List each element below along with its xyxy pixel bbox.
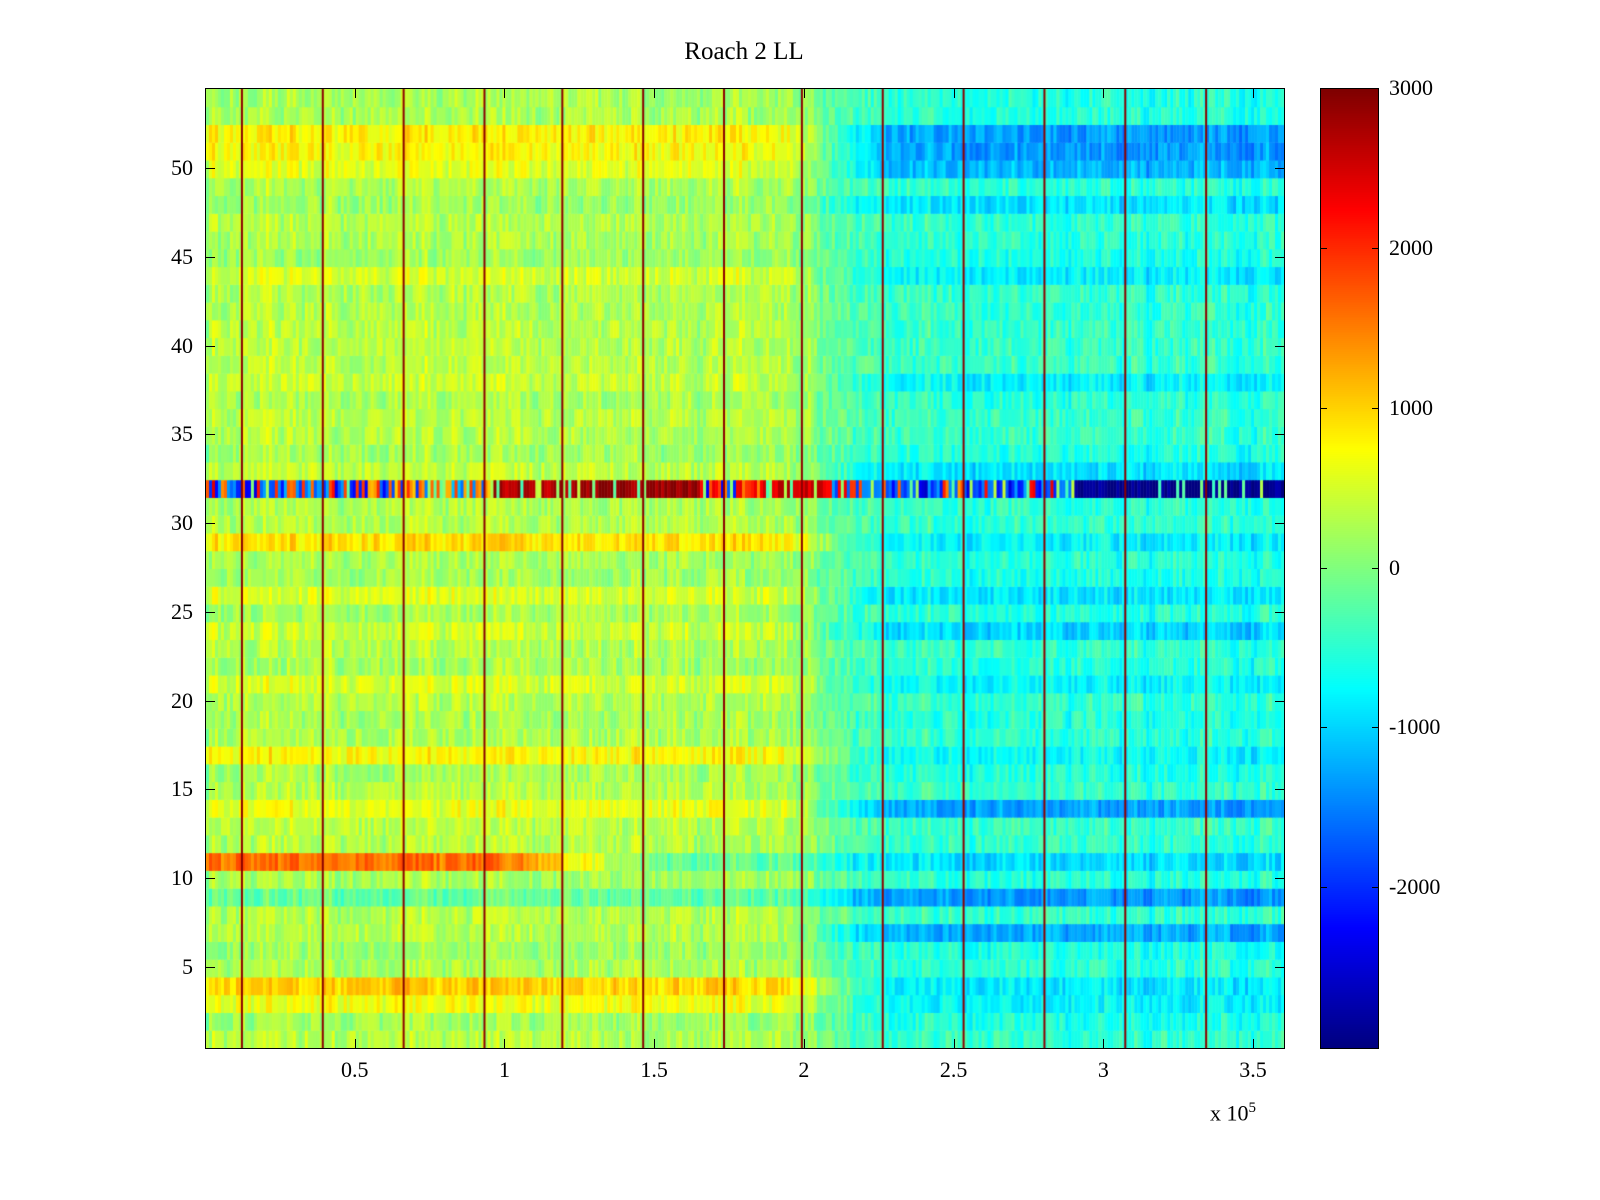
x-tick-mark	[803, 1039, 805, 1048]
y-tick-label: 5	[182, 954, 193, 980]
y-tick-mark	[206, 789, 215, 791]
x-tick-mark	[654, 89, 656, 98]
colorbar-tick-label: 0	[1389, 554, 1400, 580]
y-tick-mark	[1275, 434, 1284, 436]
x-tick-label: 1.5	[640, 1057, 668, 1082]
y-tick-mark	[206, 345, 215, 347]
colorbar-tick-mark	[1372, 407, 1378, 409]
x-tick-mark	[1103, 89, 1105, 98]
y-tick-label: 50	[171, 154, 193, 180]
y-tick-mark	[1275, 789, 1284, 791]
colorbar-tick-mark	[1372, 88, 1378, 89]
y-tick-label: 40	[171, 332, 193, 358]
colorbar-tick-mark	[1372, 727, 1378, 729]
x-tick-mark	[654, 1039, 656, 1048]
colorbar-tick-mark	[1372, 567, 1378, 569]
heatmap-plot	[205, 88, 1285, 1049]
y-tick-mark	[206, 167, 215, 169]
y-tick-mark	[1275, 523, 1284, 525]
x-tick-label: 3	[1097, 1057, 1109, 1082]
x-tick-mark	[953, 1039, 955, 1048]
colorbar-tick-mark	[1321, 887, 1327, 889]
heatmap-canvas	[206, 89, 1284, 1048]
x-tick-mark	[1253, 89, 1255, 98]
colorbar-tick-label: -2000	[1389, 874, 1441, 900]
y-tick-label: 25	[171, 598, 193, 624]
x-tick-mark	[803, 89, 805, 98]
colorbar-tick-mark	[1321, 567, 1327, 569]
x-tick-mark	[1253, 1039, 1255, 1048]
x-tick-label: 3.5	[1239, 1057, 1267, 1082]
y-tick-label: 10	[171, 865, 193, 891]
y-tick-mark	[1275, 167, 1284, 169]
x-axis-multiplier-base: x 10	[1210, 1100, 1249, 1126]
y-tick-mark	[206, 256, 215, 258]
x-tick-mark	[354, 1039, 356, 1048]
x-tick-label: 1	[498, 1057, 510, 1082]
x-axis-multiplier: x 105	[1210, 1100, 1256, 1126]
x-tick-mark	[504, 89, 506, 98]
y-tick-label: 20	[171, 687, 193, 713]
y-tick-mark	[206, 434, 215, 436]
colorbar-tick-mark	[1372, 887, 1378, 889]
colorbar-tick-mark	[1321, 407, 1327, 409]
colorbar	[1320, 88, 1379, 1049]
y-tick-mark	[1275, 700, 1284, 702]
x-tick-label: 0.5	[340, 1057, 369, 1082]
colorbar-tick-label: 2000	[1389, 234, 1433, 260]
y-tick-mark	[206, 523, 215, 525]
x-tick-mark	[504, 1039, 506, 1048]
chart-title: Roach 2 LL	[684, 38, 804, 65]
colorbar-tick-label: -1000	[1389, 714, 1441, 740]
y-tick-mark	[206, 878, 215, 880]
y-tick-mark	[1275, 878, 1284, 880]
y-tick-label: 35	[171, 421, 193, 447]
colorbar-tick-label: 3000	[1389, 75, 1433, 100]
x-axis-multiplier-exponent: 5	[1248, 1100, 1257, 1116]
x-tick-label: 2	[798, 1057, 810, 1082]
colorbar-tick-mark	[1372, 247, 1378, 249]
y-tick-mark	[206, 967, 215, 969]
colorbar-tick-mark	[1321, 88, 1327, 89]
x-tick-mark	[1103, 1039, 1105, 1048]
y-tick-mark	[206, 700, 215, 702]
y-tick-label: 30	[171, 510, 193, 536]
x-tick-mark	[953, 89, 955, 98]
y-tick-mark	[1275, 967, 1284, 969]
y-tick-mark	[206, 611, 215, 613]
colorbar-tick-mark	[1321, 247, 1327, 249]
colorbar-canvas	[1321, 89, 1378, 1048]
colorbar-tick-label: 1000	[1389, 394, 1433, 420]
x-tick-label: 2.5	[939, 1057, 968, 1082]
y-tick-mark	[1275, 256, 1284, 258]
y-tick-mark	[1275, 345, 1284, 347]
y-tick-label: 15	[171, 776, 193, 802]
y-tick-label: 45	[171, 243, 193, 269]
x-tick-mark	[354, 89, 356, 98]
y-tick-mark	[1275, 611, 1284, 613]
colorbar-tick-mark	[1321, 727, 1327, 729]
